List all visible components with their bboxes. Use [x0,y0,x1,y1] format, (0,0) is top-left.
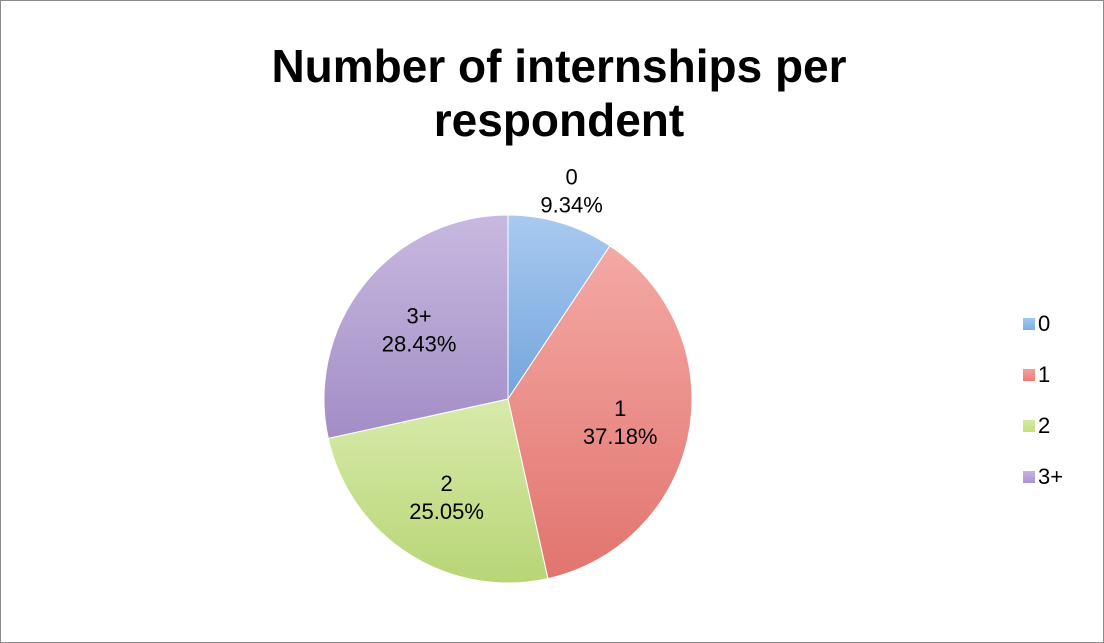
slice-category-label: 0 [565,164,577,189]
pie-slice-3plus [323,214,509,439]
chart-title: Number of internships per respondent [271,40,847,146]
pie-slice-0 [507,214,611,401]
legend-item: 1 [1023,362,1063,388]
legend-swatch [1023,471,1035,483]
slice-percent-label: 37.18% [583,424,658,449]
pie-slice-2 [327,398,549,584]
slice-category-label: 2 [440,471,452,496]
legend-label: 3+ [1038,464,1064,489]
legend: 0 1 2 3+ [1023,311,1063,515]
legend-item: 2 [1023,413,1063,439]
legend-label: 0 [1038,311,1051,336]
legend-swatch [1023,318,1035,330]
pie-labels: 0 9.34% 1 37.18% 2 25.05% 3+ 28.43% [382,164,658,524]
slice-percent-label: 25.05% [409,499,484,524]
pie-slice-1 [507,245,693,580]
pie-slices [323,214,693,584]
slice-category-label: 3+ [407,304,432,329]
legend-label: 1 [1038,362,1051,387]
legend-label: 2 [1038,413,1051,438]
legend-item: 3+ [1023,464,1063,490]
legend-item: 0 [1023,311,1063,337]
legend-swatch [1023,420,1035,432]
legend-swatch [1023,369,1035,381]
slice-percent-label: 9.34% [540,192,602,217]
slice-percent-label: 28.43% [382,332,457,357]
slice-category-label: 1 [614,396,626,421]
